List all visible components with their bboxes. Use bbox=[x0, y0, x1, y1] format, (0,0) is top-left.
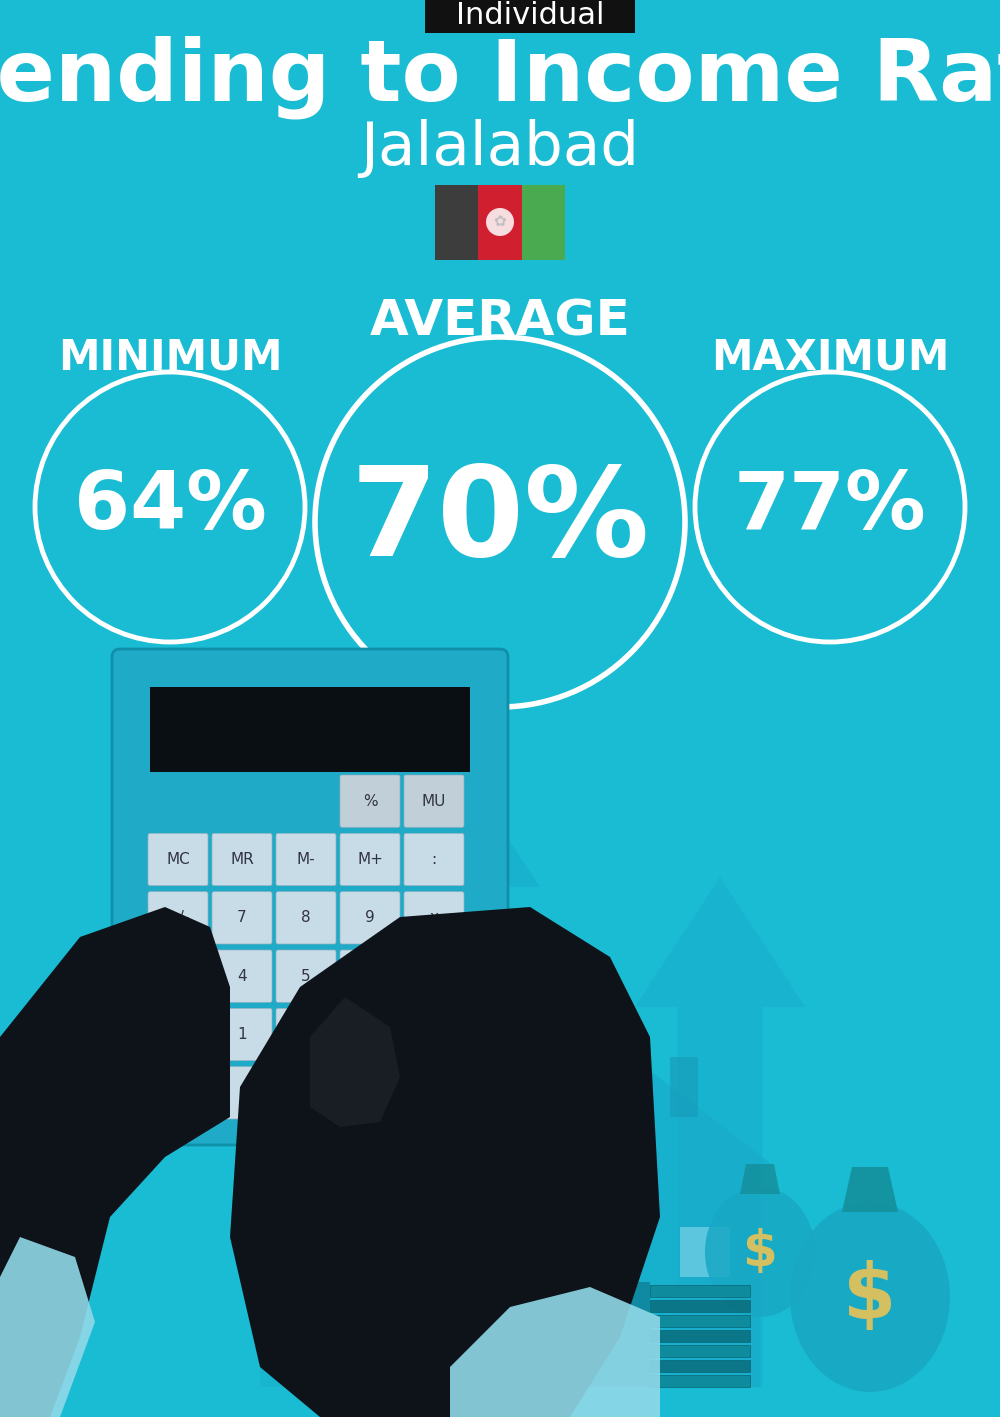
FancyBboxPatch shape bbox=[148, 949, 208, 1002]
Polygon shape bbox=[0, 907, 230, 1417]
Polygon shape bbox=[450, 1287, 660, 1417]
FancyBboxPatch shape bbox=[340, 891, 400, 944]
FancyBboxPatch shape bbox=[404, 833, 464, 886]
Text: M+: M+ bbox=[357, 852, 383, 867]
Ellipse shape bbox=[705, 1187, 815, 1316]
FancyBboxPatch shape bbox=[404, 891, 464, 944]
FancyBboxPatch shape bbox=[276, 891, 336, 944]
Polygon shape bbox=[740, 1163, 780, 1195]
Polygon shape bbox=[310, 998, 400, 1127]
Bar bbox=[590, 1282, 650, 1387]
FancyBboxPatch shape bbox=[404, 775, 464, 828]
Circle shape bbox=[315, 337, 685, 707]
FancyBboxPatch shape bbox=[148, 1067, 208, 1119]
FancyBboxPatch shape bbox=[404, 1009, 464, 1061]
FancyBboxPatch shape bbox=[212, 1009, 272, 1061]
FancyBboxPatch shape bbox=[212, 833, 272, 886]
Text: MINIMUM: MINIMUM bbox=[58, 336, 282, 378]
Text: =: = bbox=[428, 1085, 440, 1101]
Text: 7: 7 bbox=[237, 910, 247, 925]
Polygon shape bbox=[842, 1168, 898, 1212]
Text: 8: 8 bbox=[301, 910, 311, 925]
FancyBboxPatch shape bbox=[212, 1067, 272, 1119]
FancyBboxPatch shape bbox=[276, 949, 336, 1002]
Polygon shape bbox=[230, 907, 660, 1417]
FancyBboxPatch shape bbox=[212, 949, 272, 1002]
FancyBboxPatch shape bbox=[148, 833, 208, 886]
Text: %: % bbox=[363, 794, 377, 809]
Polygon shape bbox=[0, 1237, 95, 1417]
Text: Jalalabad: Jalalabad bbox=[360, 119, 640, 179]
Text: M-: M- bbox=[297, 852, 315, 867]
Bar bbox=[150, 687, 470, 772]
Bar bbox=[650, 1315, 750, 1326]
Bar bbox=[650, 1285, 750, 1297]
Text: MAXIMUM: MAXIMUM bbox=[711, 336, 949, 378]
FancyBboxPatch shape bbox=[276, 1067, 336, 1119]
Text: 1: 1 bbox=[237, 1027, 247, 1041]
Circle shape bbox=[35, 373, 305, 642]
Text: ·: · bbox=[240, 1085, 244, 1101]
Text: 4: 4 bbox=[237, 969, 247, 983]
Text: +/-: +/- bbox=[166, 910, 190, 925]
Circle shape bbox=[695, 373, 965, 642]
Text: C/A: C/A bbox=[165, 1027, 191, 1041]
FancyBboxPatch shape bbox=[340, 775, 400, 828]
Bar bbox=[650, 1331, 750, 1342]
Text: 77%: 77% bbox=[734, 468, 926, 546]
FancyBboxPatch shape bbox=[340, 949, 400, 1002]
Bar bbox=[670, 1057, 698, 1117]
Bar bbox=[530, 1227, 580, 1277]
FancyBboxPatch shape bbox=[276, 1009, 336, 1061]
Bar bbox=[480, 1168, 760, 1387]
FancyBboxPatch shape bbox=[112, 649, 508, 1145]
FancyBboxPatch shape bbox=[148, 891, 208, 944]
Polygon shape bbox=[230, 1017, 350, 1387]
Text: -: - bbox=[431, 969, 437, 983]
FancyBboxPatch shape bbox=[340, 1009, 400, 1061]
Ellipse shape bbox=[790, 1202, 950, 1391]
Text: MR: MR bbox=[230, 852, 254, 867]
FancyBboxPatch shape bbox=[212, 891, 272, 944]
Text: ✿: ✿ bbox=[494, 214, 506, 230]
Text: MC: MC bbox=[166, 852, 190, 867]
Text: AVERAGE: AVERAGE bbox=[370, 298, 630, 346]
FancyBboxPatch shape bbox=[148, 1009, 208, 1061]
Bar bbox=[435, 184, 478, 259]
Text: 3: 3 bbox=[365, 1027, 375, 1041]
Polygon shape bbox=[465, 1047, 775, 1168]
Text: 64%: 64% bbox=[74, 468, 266, 546]
Polygon shape bbox=[635, 877, 805, 1387]
Text: 2: 2 bbox=[301, 1027, 311, 1041]
Text: 0: 0 bbox=[301, 1085, 311, 1101]
Bar bbox=[522, 184, 565, 259]
FancyBboxPatch shape bbox=[340, 833, 400, 886]
Text: x: x bbox=[430, 910, 438, 925]
Text: MU: MU bbox=[422, 794, 446, 809]
Circle shape bbox=[486, 208, 514, 237]
Text: $: $ bbox=[743, 1229, 777, 1275]
FancyBboxPatch shape bbox=[404, 949, 464, 1002]
Text: 00: 00 bbox=[168, 1085, 188, 1101]
Text: Spending to Income Ratio: Spending to Income Ratio bbox=[0, 35, 1000, 119]
FancyBboxPatch shape bbox=[276, 833, 336, 886]
Text: Individual: Individual bbox=[456, 0, 604, 30]
Text: +: + bbox=[428, 1027, 440, 1041]
Text: :: : bbox=[431, 852, 437, 867]
Text: 70%: 70% bbox=[350, 462, 650, 582]
Text: 5: 5 bbox=[301, 969, 311, 983]
Bar bbox=[650, 1345, 750, 1357]
FancyBboxPatch shape bbox=[404, 1067, 464, 1119]
Text: $: $ bbox=[843, 1260, 897, 1333]
Text: 9: 9 bbox=[365, 910, 375, 925]
Bar bbox=[650, 1374, 750, 1387]
FancyBboxPatch shape bbox=[425, 0, 635, 33]
Polygon shape bbox=[300, 707, 540, 1387]
Bar bbox=[650, 1360, 750, 1372]
Text: 6: 6 bbox=[365, 969, 375, 983]
Bar bbox=[478, 184, 522, 259]
Bar bbox=[650, 1299, 750, 1312]
Text: ►: ► bbox=[172, 969, 184, 983]
Bar bbox=[680, 1227, 730, 1277]
